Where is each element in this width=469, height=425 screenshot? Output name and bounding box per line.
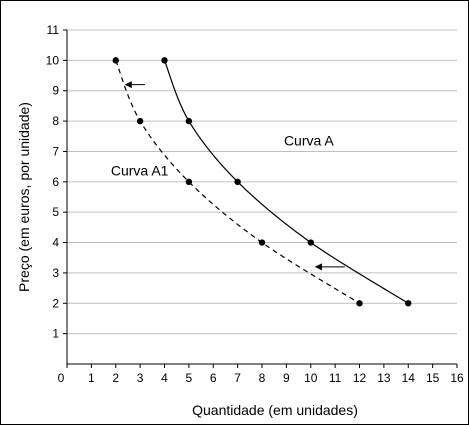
y-tick-label: 3	[52, 266, 59, 280]
x-tick-label: 11	[329, 371, 342, 385]
x-tick-label: 10	[304, 371, 318, 385]
x-tick-label: 3	[137, 371, 144, 385]
x-tick-label: 12	[353, 371, 367, 385]
annotation-curva-a: Curva A	[284, 132, 334, 148]
y-tick-label: 9	[52, 84, 59, 98]
curva-a1-line	[115, 60, 360, 304]
x-tick-label: 6	[210, 371, 217, 385]
x-tick-label: 13	[377, 371, 391, 385]
x-tick-label: 15	[426, 371, 440, 385]
x-tick-label: 8	[259, 371, 266, 385]
x-tick-label: 14	[402, 371, 416, 385]
y-axis-label: Preço (em euros, por unidade)	[16, 102, 32, 292]
curva-a1-point	[136, 117, 144, 125]
curva-a1-point	[356, 300, 363, 307]
x-tick-label: 4	[161, 371, 168, 385]
y-tick-label: 2	[52, 296, 59, 310]
x-tick-label: 0	[58, 371, 65, 385]
label-layer: Quantidade (em unidades) Preço (em euros…	[16, 23, 464, 418]
arrow-layer	[124, 81, 345, 271]
annotation-curva-a1: Curva A1	[111, 163, 169, 179]
curva-a-point	[234, 178, 241, 186]
curva-a-point	[307, 239, 314, 246]
y-tick-label: 4	[52, 236, 59, 250]
x-tick-label: 9	[283, 371, 290, 385]
x-tick-label: 2	[112, 371, 119, 385]
series-layer	[112, 57, 412, 307]
x-tick-label: 1	[88, 371, 95, 385]
axes	[63, 29, 458, 368]
curva-a1-point	[185, 178, 193, 186]
x-tick-label: 7	[234, 371, 241, 385]
y-tick-label: 10	[46, 53, 60, 67]
curva-a-line	[163, 60, 409, 304]
y-tick-label: 11	[47, 23, 60, 37]
gridlines	[67, 29, 457, 335]
curva-a1-point	[258, 239, 266, 246]
y-tick-label: 8	[52, 114, 59, 128]
y-tick-label: 5	[52, 205, 59, 219]
curva-a-point	[185, 117, 193, 125]
x-tick-label: 5	[186, 371, 193, 385]
curva-a-point	[405, 300, 412, 307]
x-axis-label: Quantidade (em unidades)	[192, 402, 358, 418]
y-tick-label: 7	[52, 144, 59, 158]
x-tick-label: 16	[450, 371, 464, 385]
y-tick-label: 1	[52, 327, 59, 341]
curva-a-point	[161, 57, 168, 64]
curva-a1-point	[112, 57, 119, 64]
y-tick-label: 6	[52, 175, 59, 189]
